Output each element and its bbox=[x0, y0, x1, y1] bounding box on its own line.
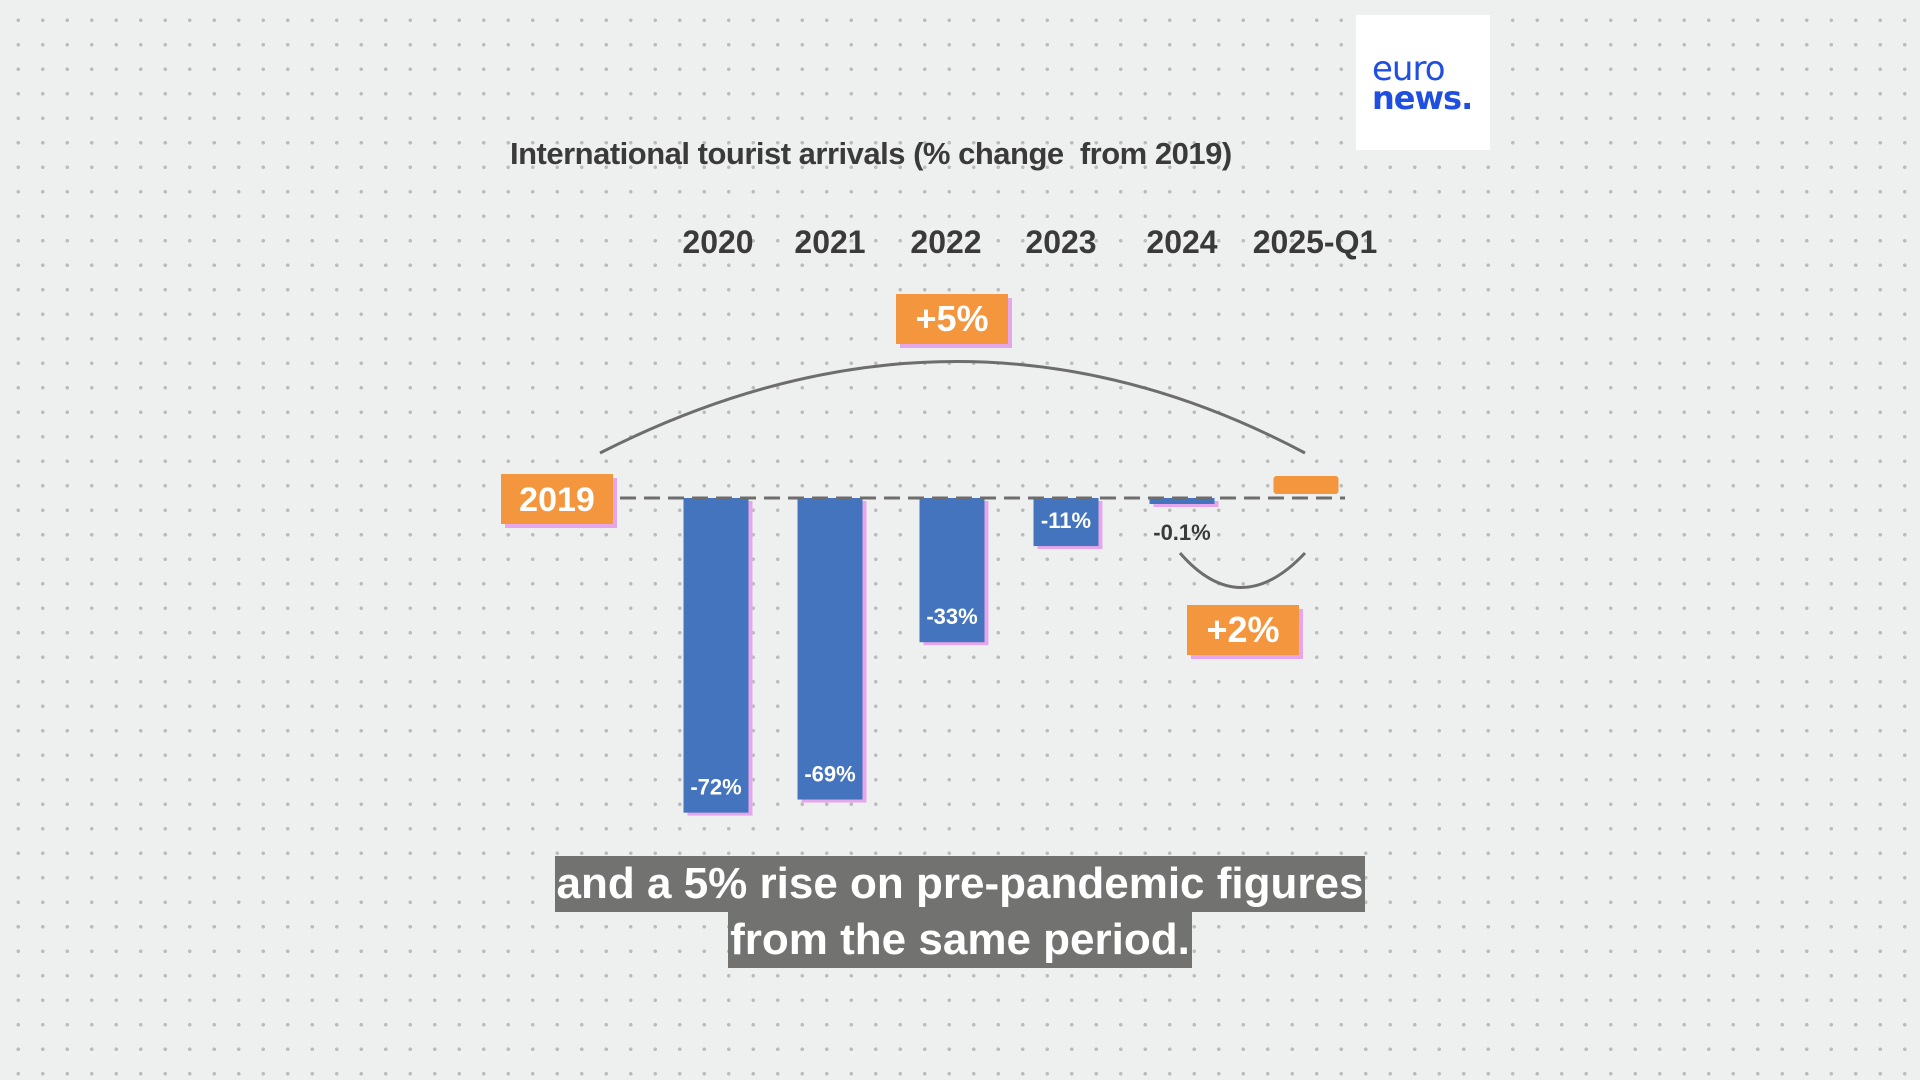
value-label: -33% bbox=[926, 604, 977, 629]
value-label: -69% bbox=[804, 762, 855, 787]
bar bbox=[683, 498, 749, 813]
arc-2024-to-2025 bbox=[1178, 551, 1307, 589]
bar bbox=[919, 498, 985, 643]
caption-line-2: from the same period. bbox=[728, 912, 1192, 968]
value-label: -11% bbox=[1041, 508, 1091, 533]
category-label: 2020 bbox=[682, 224, 753, 260]
value-label: -72% bbox=[690, 775, 741, 800]
value-label: -0.1% bbox=[1153, 520, 1210, 545]
chart-title: International tourist arrivals (% change… bbox=[510, 136, 1232, 171]
logo-line-1: euro bbox=[1372, 49, 1446, 89]
bar bbox=[1149, 498, 1215, 504]
category-label: 2024 bbox=[1146, 224, 1217, 260]
caption-line-1: and a 5% rise on pre-pandemic figures bbox=[554, 856, 1366, 912]
baseline-label: 2019 bbox=[519, 481, 595, 519]
annotation-box bbox=[896, 294, 1008, 344]
baseline-label-box bbox=[501, 474, 613, 524]
caption: and a 5% rise on pre-pandemic figures fr… bbox=[0, 856, 1920, 968]
annotation-label: +5% bbox=[915, 298, 988, 339]
category-label: 2022 bbox=[910, 224, 981, 260]
category-label: 2025-Q1 bbox=[1253, 224, 1378, 260]
logo-line-2: news. bbox=[1372, 79, 1473, 117]
annotation-label: +2% bbox=[1206, 609, 1279, 650]
category-label: 2021 bbox=[794, 224, 865, 260]
arc-2019-to-2025 bbox=[599, 360, 1306, 455]
annotation-box bbox=[1187, 605, 1299, 655]
bar bbox=[1273, 476, 1339, 494]
bar bbox=[1033, 498, 1099, 547]
euronews-logo: euro news. bbox=[1356, 15, 1490, 150]
category-label: 2023 bbox=[1025, 224, 1096, 260]
bar bbox=[797, 498, 863, 800]
